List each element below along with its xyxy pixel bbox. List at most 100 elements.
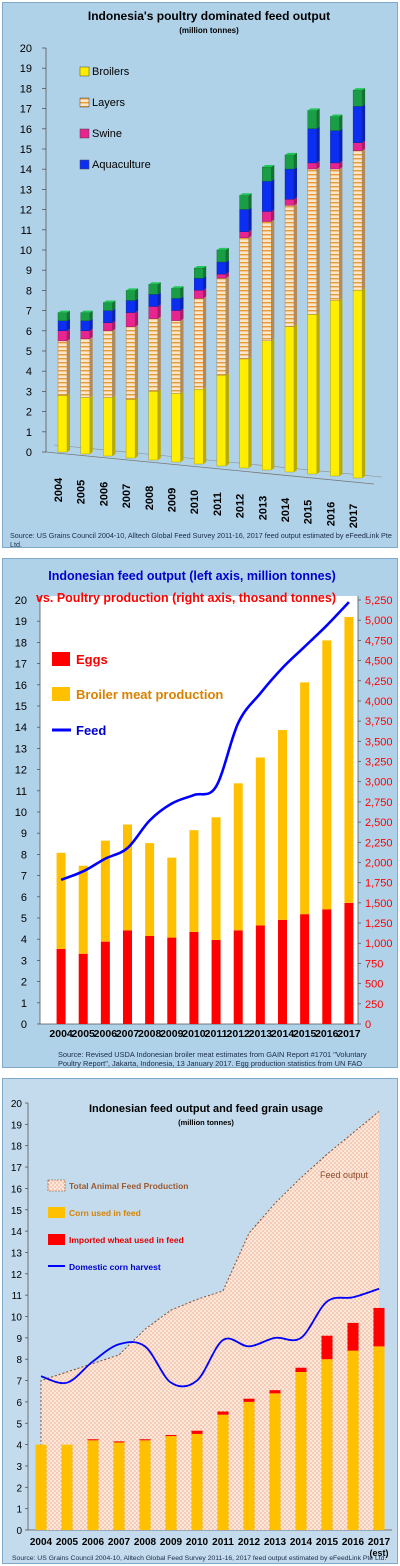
chart1-legend-swatch bbox=[79, 66, 90, 77]
chart1-x-tick-label: 2017 bbox=[348, 504, 360, 528]
chart2-right-tick-label: 500 bbox=[365, 979, 383, 991]
chart3-x-tick-label: 2008 bbox=[134, 1537, 157, 1548]
chart1-bar-broilers-face bbox=[216, 374, 227, 467]
chart1-bar-aquaculture-side bbox=[225, 259, 229, 275]
chart1-y-tick-label: 16 bbox=[20, 124, 32, 136]
chart1-bar-top bbox=[171, 286, 184, 289]
chart1-bar-swine-side bbox=[362, 140, 366, 151]
chart1-bar-swine-face bbox=[330, 162, 340, 170]
chart3-y-tick-label: 15 bbox=[11, 1206, 23, 1217]
chart2-right-tick-label: 2,250 bbox=[365, 837, 393, 849]
chart3-y-tick-label: 11 bbox=[12, 1291, 23, 1302]
chart1-bar-swine-side bbox=[339, 160, 343, 169]
chart2-bar-eggs bbox=[211, 940, 221, 1024]
chart2-x-tick-label: 2006 bbox=[94, 1028, 118, 1040]
chart1-bar-swine-face bbox=[148, 306, 159, 319]
chart1-bar-aquaculture-side bbox=[180, 296, 184, 311]
chart1-y-tick-label: 10 bbox=[20, 245, 32, 257]
chart1-bar-aquaculture-side bbox=[135, 298, 139, 313]
chart1-bar-top bbox=[285, 152, 297, 155]
chart1-bar-other-face bbox=[262, 166, 272, 182]
chart1-legend-label: Aquaculture bbox=[92, 159, 151, 171]
chart3-y-tick-label: 18 bbox=[11, 1142, 23, 1153]
chart3-bar-corn-used-in-feed bbox=[347, 1350, 359, 1530]
chart1-bar-layers-side bbox=[225, 276, 229, 376]
chart1-bar-swine-side bbox=[112, 320, 116, 331]
chart2-left-tick-label: 18 bbox=[15, 637, 27, 649]
chart1-bar-aquaculture-face bbox=[216, 261, 227, 275]
chart1-bar-aquaculture-face bbox=[148, 294, 159, 307]
chart3-bar-imported-wheat-used-in-feed bbox=[139, 1439, 151, 1441]
chart3-bar-corn-used-in-feed bbox=[295, 1372, 307, 1530]
chart1-bar-swine-face bbox=[193, 290, 204, 299]
chart1-bar-top bbox=[353, 88, 366, 91]
chart1-bar-other-side bbox=[112, 300, 116, 311]
chart1-bar-layers-side bbox=[180, 318, 184, 394]
chart2-bar-eggs bbox=[78, 953, 88, 1024]
chart2-left-tick-label: 1 bbox=[21, 998, 27, 1010]
chart1-bar-swine-side bbox=[294, 197, 297, 206]
chart3-y-tick-label: 1 bbox=[16, 1505, 22, 1516]
chart1-y-tick-label: 1 bbox=[26, 427, 32, 439]
chart2-bar-broiler-meat-production bbox=[189, 830, 199, 932]
chart1-y-tick-label: 0 bbox=[26, 447, 32, 459]
chart1-bar-layers-face bbox=[330, 168, 340, 301]
chart2-left-tick-label: 20 bbox=[15, 595, 27, 607]
chart1-bar-broilers-face bbox=[330, 300, 340, 477]
chart3-bar-corn-used-in-feed bbox=[321, 1359, 333, 1530]
chart2-bar-broiler-meat-production bbox=[78, 865, 88, 954]
chart1-bar-other-face bbox=[239, 195, 249, 210]
chart3-y-tick-label: 13 bbox=[11, 1248, 23, 1259]
chart1-bar-top bbox=[148, 282, 161, 285]
chart2-bar-eggs bbox=[100, 941, 110, 1024]
chart1-bar-other-side bbox=[271, 165, 275, 182]
chart1-bar-swine-face bbox=[125, 312, 136, 327]
chart2-bar-broiler-meat-production bbox=[255, 757, 265, 926]
chart3-x-tick-label: 2015 bbox=[316, 1537, 339, 1548]
chart2-legend-label-eggs: Eggs bbox=[76, 652, 108, 667]
chart1-bar-other-face bbox=[125, 290, 136, 301]
chart1-bar-broilers-side bbox=[316, 312, 320, 474]
chart3-y-tick-label: 4 bbox=[16, 1441, 22, 1452]
chart2-left-tick-label: 4 bbox=[21, 934, 27, 946]
chart3-y-tick-label: 16 bbox=[11, 1184, 23, 1195]
chart1-bar-top bbox=[262, 165, 275, 167]
chart2-bar-eggs bbox=[344, 902, 354, 1024]
chart3-bar-corn-used-in-feed bbox=[87, 1440, 99, 1530]
chart1-bar-other-face bbox=[103, 302, 113, 311]
chart2-left-tick-label: 15 bbox=[15, 701, 27, 713]
chart1-bar-broilers-side bbox=[339, 298, 343, 476]
chart2-right-tick-label: 3,500 bbox=[365, 736, 393, 748]
chart3-legend-swatch-wheat bbox=[48, 1234, 65, 1245]
chart1-legend-swatch bbox=[79, 159, 90, 170]
chart1-legend-swatch bbox=[79, 128, 90, 139]
chart2-left-tick-label: 10 bbox=[15, 807, 27, 819]
chart3-x-tick-label: 2010 bbox=[186, 1537, 209, 1548]
chart1-bar-layers-face bbox=[262, 221, 272, 341]
chart1-legend-label: Broilers bbox=[92, 66, 130, 78]
chart1-bar-broilers-side bbox=[203, 387, 207, 464]
chart1-y-tick-label: 18 bbox=[20, 83, 32, 95]
chart2-x-tick-label: 2014 bbox=[271, 1028, 295, 1040]
chart1-bar-other-face bbox=[330, 116, 340, 131]
chart2-bar-broiler-meat-production bbox=[233, 783, 243, 931]
chart2-right-tick-label: 1,000 bbox=[365, 938, 393, 950]
chart2-left-tick-label: 19 bbox=[15, 616, 27, 628]
chart1-bar-swine-face bbox=[307, 162, 317, 170]
chart1-bar-broilers-side bbox=[248, 356, 252, 468]
chart1-bar-swine-face bbox=[216, 273, 227, 279]
chart1-bar-broilers-side bbox=[294, 324, 297, 472]
chart1-bar-other-face bbox=[193, 267, 204, 279]
chart2-x-tick-label: 2007 bbox=[116, 1028, 140, 1040]
chart1-bar-other-side bbox=[248, 193, 252, 210]
chart1-bar-aquaculture-face bbox=[57, 320, 68, 332]
chart1-y-tick-label: 8 bbox=[26, 285, 32, 297]
chart2-bar-broiler-meat-production bbox=[56, 852, 66, 949]
chart2-right-tick-label: 4,250 bbox=[365, 676, 393, 688]
chart1-x-tick-label: 2012 bbox=[235, 494, 247, 518]
chart1-bar-aquaculture-face bbox=[330, 130, 340, 164]
chart2-left-tick-label: 6 bbox=[21, 892, 27, 904]
chart2-bar-eggs bbox=[255, 925, 265, 1024]
chart2-right-tick-label: 3,750 bbox=[365, 716, 393, 728]
chart1-source-note: Source: US Grains Council 2004-10, Allte… bbox=[10, 531, 392, 549]
